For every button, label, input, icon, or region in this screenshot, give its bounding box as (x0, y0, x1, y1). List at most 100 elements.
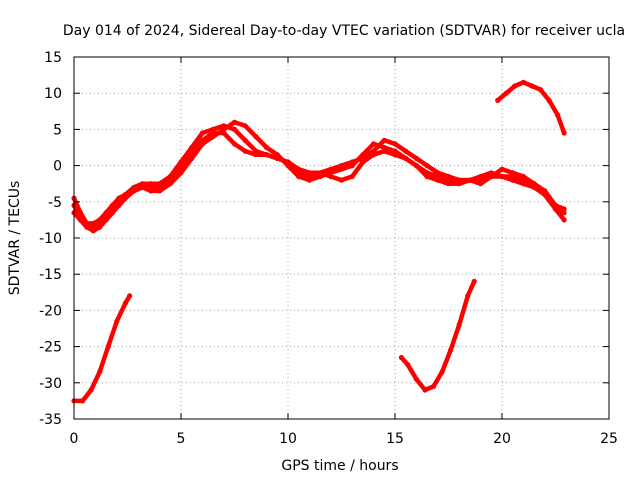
data-point (424, 163, 430, 169)
y-tick-label: -10 (39, 231, 62, 247)
data-point (97, 217, 103, 223)
data-point (542, 192, 548, 198)
data-point (103, 210, 109, 216)
data-point (499, 166, 505, 172)
data-point (210, 126, 216, 132)
data-point (139, 184, 146, 190)
data-point (338, 166, 345, 172)
data-point (131, 188, 137, 194)
data-point (552, 202, 559, 208)
data-point (510, 170, 516, 176)
data-point (90, 228, 96, 234)
data-point (371, 141, 377, 147)
data-point (520, 79, 527, 85)
data-point (488, 173, 494, 180)
data-point (139, 181, 146, 187)
data-point (167, 177, 173, 183)
chart-title: Day 014 of 2024, Sidereal Day-to-day VTE… (63, 23, 625, 39)
data-point (88, 387, 94, 393)
data-point (231, 141, 238, 147)
data-point (561, 130, 567, 136)
data-point (398, 354, 404, 361)
data-point (199, 137, 205, 143)
data-point (189, 144, 195, 151)
data-point (97, 369, 103, 375)
data-point (392, 152, 398, 158)
data-point (109, 210, 116, 216)
data-point (306, 173, 312, 180)
data-point (422, 387, 428, 393)
data-point (285, 159, 291, 165)
data-point (349, 163, 355, 169)
data-point (371, 152, 377, 158)
x-tick-label: 5 (177, 431, 186, 447)
data-point (448, 347, 454, 353)
x-tick-label: 15 (386, 431, 404, 447)
data-point (242, 137, 248, 143)
data-point (529, 83, 535, 89)
y-tick-label: -5 (48, 195, 62, 211)
data-point (90, 220, 96, 227)
data-point (360, 159, 366, 165)
data-point (148, 188, 154, 194)
data-point (264, 152, 270, 158)
data-point (242, 123, 248, 129)
data-point (296, 170, 302, 176)
data-point (127, 293, 133, 299)
data-point (531, 181, 537, 187)
y-axis-label: SDTVAR / TECUs (7, 181, 23, 296)
data-point (555, 112, 561, 118)
data-point (148, 181, 154, 187)
data-point (520, 173, 527, 180)
series-arc-3 (495, 80, 567, 136)
data-point (253, 134, 259, 140)
data-point (430, 383, 437, 389)
grid (74, 57, 609, 419)
data-point (122, 300, 128, 306)
data-point (435, 173, 441, 180)
data-point (178, 166, 184, 172)
data-point (114, 318, 120, 324)
data-point (503, 90, 509, 96)
data-series (71, 79, 567, 404)
data-point (467, 177, 473, 183)
data-point (561, 217, 567, 223)
data-point (413, 376, 419, 382)
data-point (424, 170, 430, 176)
data-point (537, 87, 544, 93)
data-point (116, 202, 122, 208)
data-point (103, 217, 109, 223)
y-tick-label: -15 (39, 267, 62, 283)
data-point (109, 202, 116, 208)
data-point (116, 195, 122, 201)
data-point (392, 141, 398, 147)
data-point (105, 344, 111, 350)
data-point (413, 163, 419, 169)
data-point (456, 181, 462, 187)
y-tick-label: -20 (39, 303, 62, 319)
x-tick-label: 0 (70, 431, 79, 447)
x-axis-label: GPS time / hours (281, 458, 398, 474)
y-tick-label: 10 (44, 86, 62, 102)
data-point (274, 155, 280, 161)
data-point (478, 181, 484, 187)
series-arc-2 (399, 279, 477, 393)
data-point (413, 155, 419, 161)
data-point (264, 144, 270, 151)
data-point (381, 137, 387, 143)
data-point (242, 148, 248, 154)
data-point (221, 126, 227, 132)
data-point (381, 144, 387, 151)
data-point (148, 184, 154, 190)
data-point (231, 119, 238, 125)
data-point (512, 83, 518, 89)
data-point (306, 177, 312, 183)
data-point (499, 173, 505, 180)
data-point (210, 130, 216, 136)
data-point (122, 192, 128, 198)
data-point (360, 152, 366, 158)
data-point (199, 130, 205, 136)
data-point (546, 97, 552, 103)
x-tick-label: 20 (493, 431, 511, 447)
